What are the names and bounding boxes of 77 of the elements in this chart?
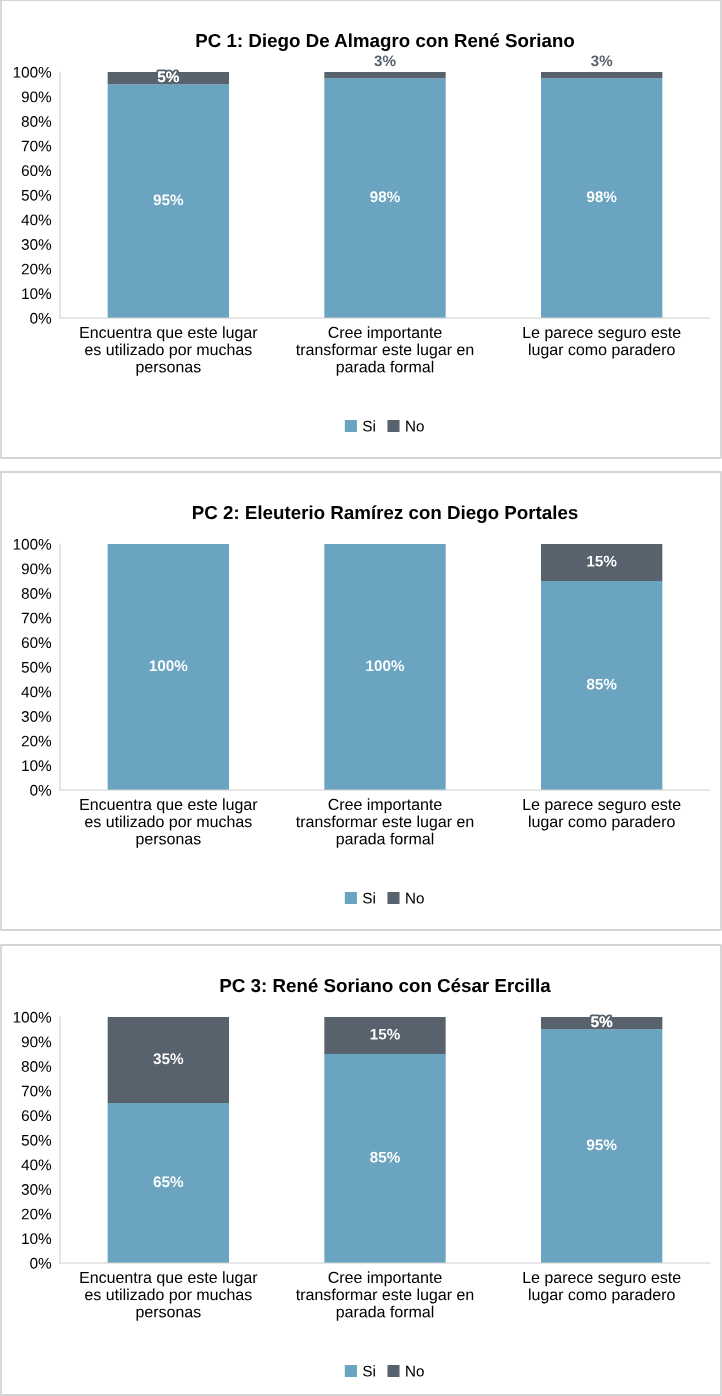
bar xyxy=(324,1017,446,1054)
x-tick-label: Encuentra que este lugar es utilizado por muchas personas xyxy=(80,326,258,376)
y-tick-label: 60% xyxy=(21,165,52,177)
y-tick-label: 80% xyxy=(21,116,52,127)
chart-title: PC 3: René Soriano con César Ercilla xyxy=(220,978,551,993)
y-tick-label: 100% xyxy=(13,1011,52,1023)
x-tick-label: Encuentra que este lugar es utilizado por muchas personas xyxy=(80,798,258,848)
y-tick-label: 70% xyxy=(21,612,52,624)
data-label: 3% xyxy=(590,55,613,67)
data-label: 85% xyxy=(586,678,617,690)
y-tick-label: 0% xyxy=(30,1257,52,1269)
y-tick-label: 70% xyxy=(21,140,52,152)
legend-label: No xyxy=(406,892,424,904)
data-label: 100% xyxy=(366,660,405,672)
y-tick-label: 10% xyxy=(22,1233,52,1245)
y-tick-label: 20% xyxy=(21,735,52,747)
y-tick-label: 30% xyxy=(21,711,52,722)
bar xyxy=(107,1103,229,1263)
bar xyxy=(541,78,663,318)
data-label: 98% xyxy=(586,191,617,203)
y-tick-label: 60% xyxy=(21,637,52,649)
x-tick-label: Encuentra que este lugar es utilizado por muchas personas xyxy=(80,1271,258,1321)
y-tick-label: 90% xyxy=(21,563,52,575)
y-tick-label: 90% xyxy=(21,1036,52,1048)
y-tick-label: 50% xyxy=(21,1134,52,1146)
legend-label: Si xyxy=(363,892,375,904)
bar xyxy=(324,78,446,318)
y-tick-label: 90% xyxy=(21,91,52,103)
x-tick-label: Cree importante transformar este lugar en parada formal xyxy=(296,798,474,848)
bar xyxy=(324,1053,446,1263)
y-tick-label: 20% xyxy=(21,1208,52,1220)
y-tick-label: 30% xyxy=(21,239,52,250)
legend-label: Si xyxy=(363,420,375,432)
y-tick-label: 30% xyxy=(21,1184,52,1195)
x-tick-label: Cree importante transformar este lugar en parada formal xyxy=(296,1271,474,1321)
bar xyxy=(541,1029,663,1263)
chart-title: PC 1: Diego De Almagro con René Soriano xyxy=(196,33,575,51)
data-label: 85% xyxy=(370,1151,400,1163)
y-tick-label: 50% xyxy=(21,661,52,673)
y-tick-label: 40% xyxy=(21,686,52,698)
data-label: 98% xyxy=(370,191,400,203)
data-label: 15% xyxy=(587,555,617,567)
legend-label: No xyxy=(406,1365,424,1377)
data-label: 95% xyxy=(586,1139,617,1151)
data-label: 100% xyxy=(149,660,188,672)
legend-label: Si xyxy=(363,1365,375,1377)
y-tick-label: 80% xyxy=(21,588,52,599)
y-tick-label: 0% xyxy=(30,312,52,324)
x-tick-label: Le parece seguro este lugar como paradero xyxy=(523,798,681,831)
legend-label: No xyxy=(406,420,424,432)
y-tick-label: 80% xyxy=(21,1061,52,1072)
y-tick-label: 60% xyxy=(21,1110,52,1122)
y-tick-label: 10% xyxy=(22,760,52,772)
y-tick-label: 40% xyxy=(21,214,52,226)
x-tick-label: Cree importante transformar este lugar en parada formal xyxy=(296,326,474,376)
data-label: 3% xyxy=(374,55,396,67)
bar xyxy=(324,72,446,79)
y-tick-label: 50% xyxy=(21,189,52,201)
y-tick-label: 70% xyxy=(21,1085,52,1097)
y-tick-label: 100% xyxy=(13,66,52,78)
y-tick-label: 0% xyxy=(30,784,52,796)
y-tick-label: 40% xyxy=(21,1159,52,1171)
data-label: 65% xyxy=(153,1176,184,1188)
bar xyxy=(107,1017,229,1104)
data-label: 5% xyxy=(157,71,179,83)
bar xyxy=(541,72,663,79)
data-label: 15% xyxy=(370,1028,400,1040)
data-label: 95% xyxy=(153,194,184,206)
x-tick-label: Le parece seguro este lugar como paradero xyxy=(523,1271,681,1304)
data-label: 35% xyxy=(153,1053,184,1065)
y-tick-label: 100% xyxy=(13,538,52,550)
y-tick-label: 20% xyxy=(21,263,52,275)
bar xyxy=(107,84,229,318)
x-tick-label: Le parece seguro este lugar como paradero xyxy=(523,326,681,359)
chart-title: PC 2: Eleuterio Ramírez con Diego Portales xyxy=(192,505,578,523)
data-label: 5% xyxy=(591,1016,613,1028)
y-tick-label: 10% xyxy=(22,288,52,300)
